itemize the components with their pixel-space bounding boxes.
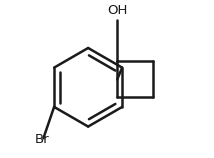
Text: OH: OH	[107, 3, 127, 17]
Text: Br: Br	[35, 133, 49, 146]
